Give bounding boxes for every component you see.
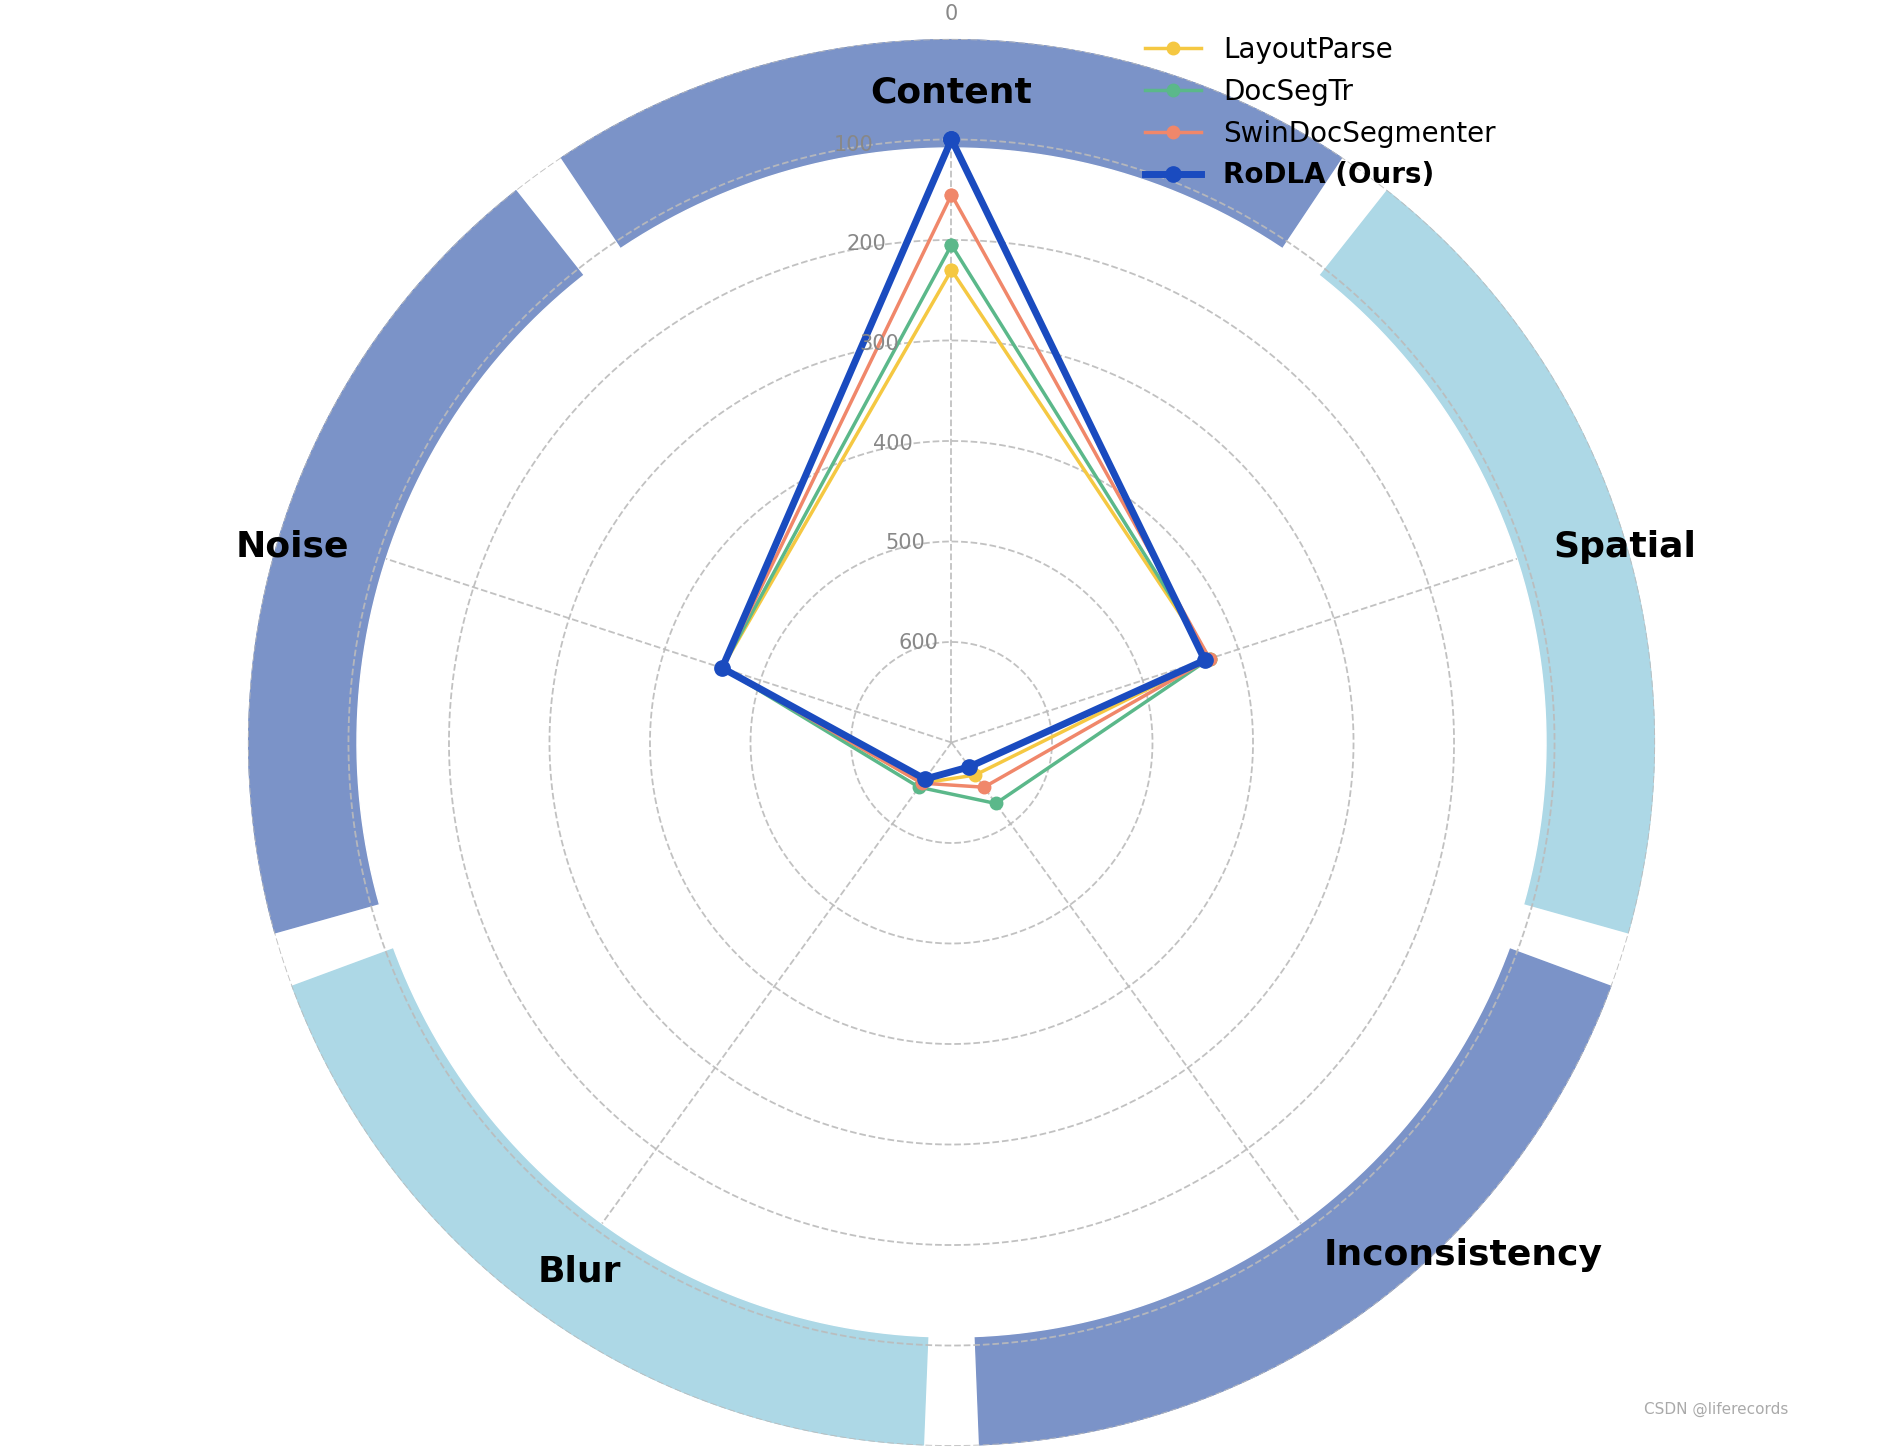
Text: Blur: Blur	[537, 1255, 620, 1289]
Text: 300: 300	[860, 334, 900, 355]
Text: Content: Content	[870, 76, 1033, 109]
Text: 100: 100	[834, 135, 873, 154]
Text: 200: 200	[847, 234, 887, 254]
Polygon shape	[291, 949, 929, 1446]
Text: 600: 600	[898, 634, 938, 652]
Legend: LayoutParse, DocSegTr, SwinDocSegmenter, RoDLA (Ours): LayoutParse, DocSegTr, SwinDocSegmenter,…	[1134, 25, 1507, 201]
Polygon shape	[247, 190, 582, 933]
Text: CSDN @liferecords: CSDN @liferecords	[1644, 1402, 1789, 1417]
Text: 0: 0	[946, 4, 957, 23]
Text: Spatial: Spatial	[1553, 530, 1697, 564]
Text: 500: 500	[885, 533, 925, 554]
Text: Noise: Noise	[236, 530, 350, 564]
Polygon shape	[974, 949, 1612, 1446]
Text: Inconsistency: Inconsistency	[1324, 1238, 1602, 1271]
Polygon shape	[561, 39, 1342, 248]
Polygon shape	[358, 148, 1545, 1337]
Polygon shape	[1321, 190, 1656, 933]
Text: 400: 400	[873, 433, 912, 453]
